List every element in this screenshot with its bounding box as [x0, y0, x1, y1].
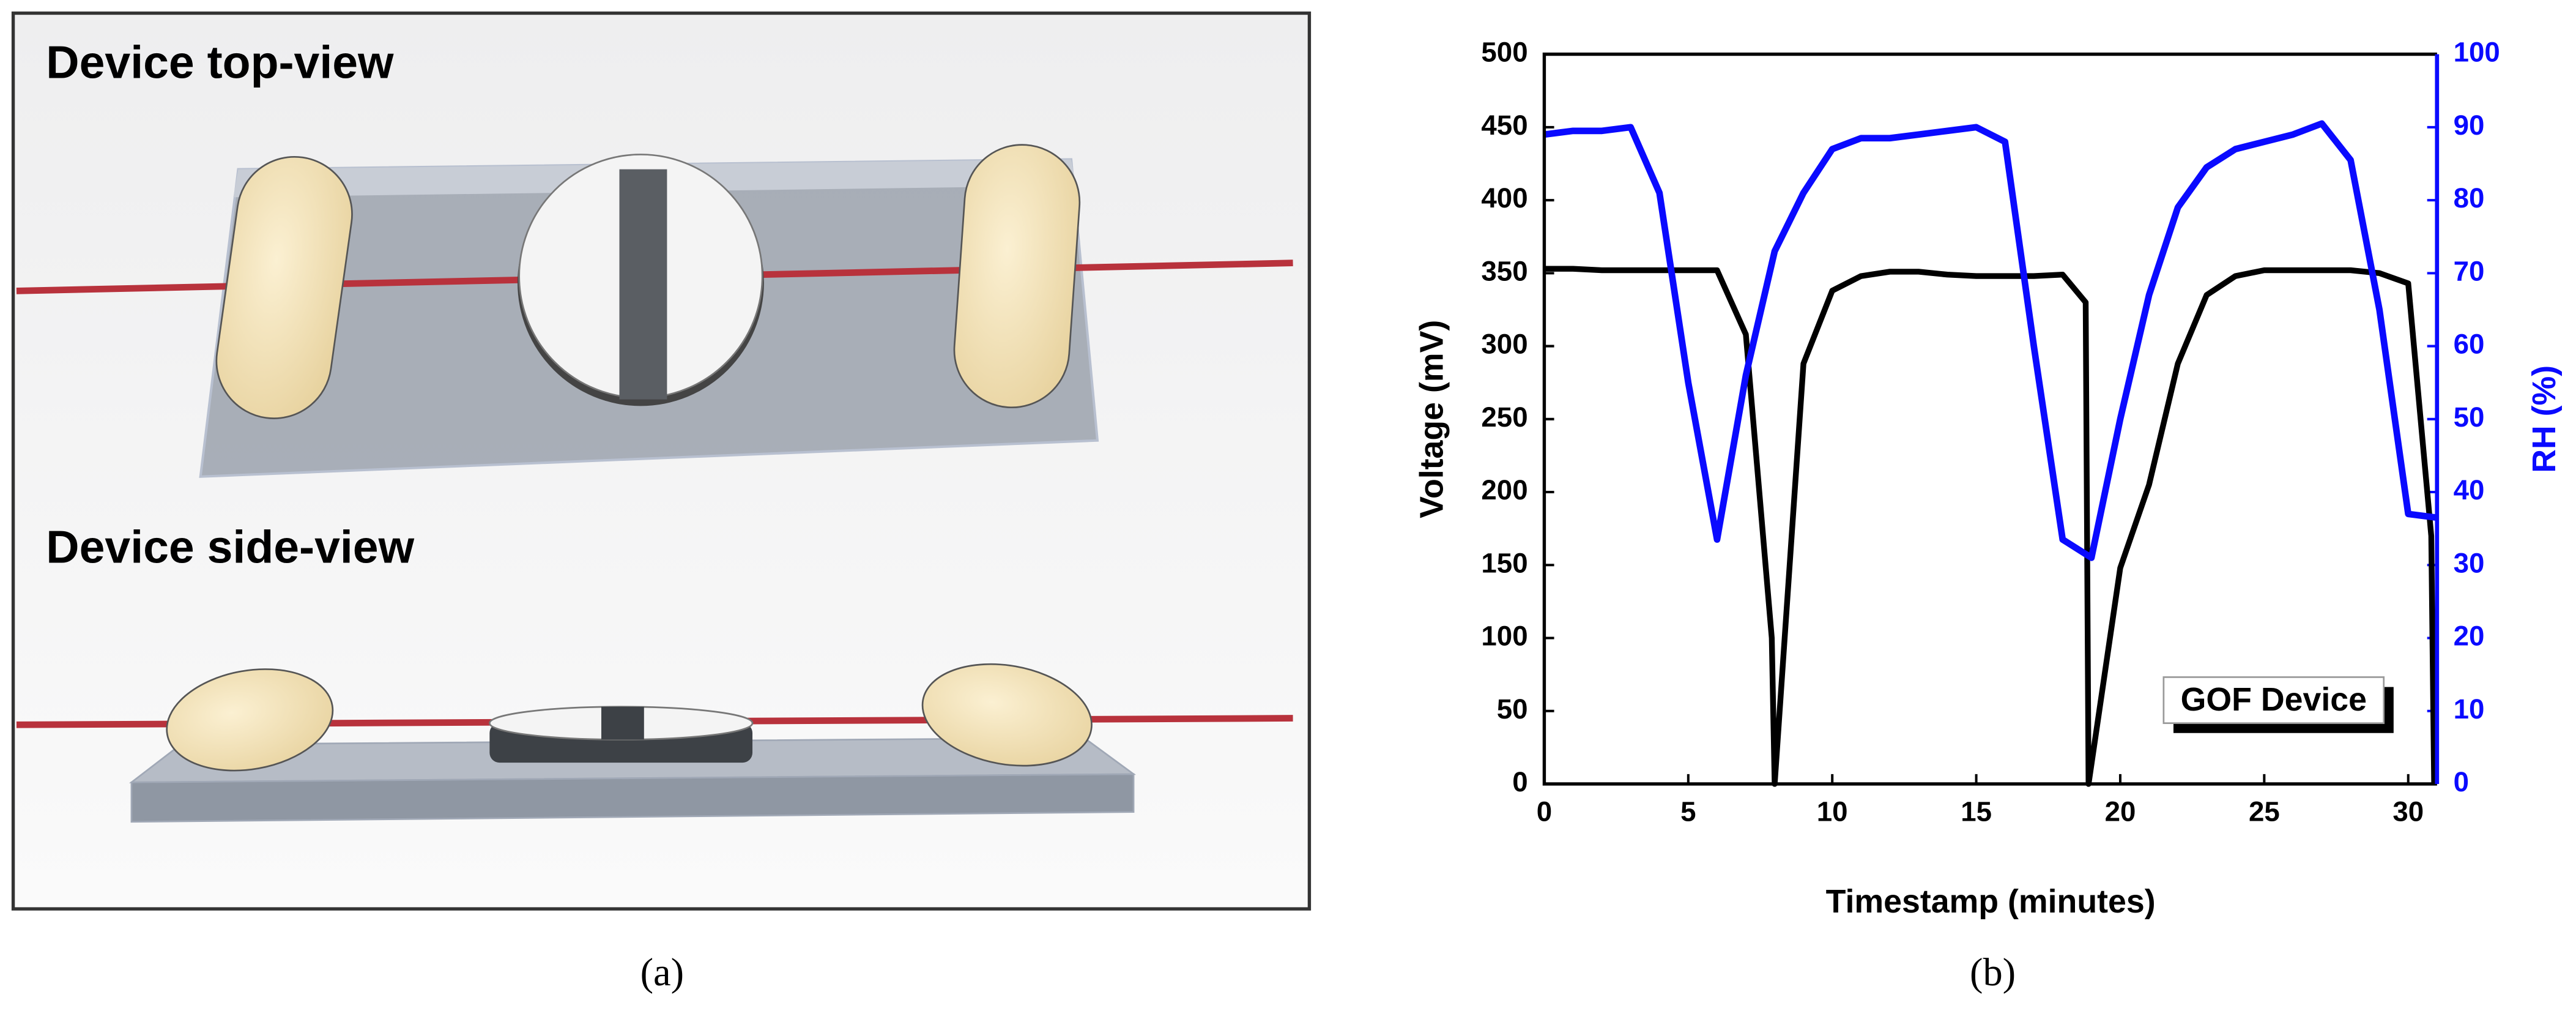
y2-tick-label: 20 [2454, 621, 2485, 652]
x-tick-label: 15 [1961, 796, 1992, 827]
y2-tick-label: 60 [2454, 329, 2485, 360]
y2-tick-label: 70 [2454, 255, 2485, 286]
y-tick-label: 250 [1481, 401, 1527, 433]
y2-tick-label: 10 [2454, 693, 2485, 725]
plate [130, 773, 1135, 823]
panel-a: Device top-view Device side-view (a) [11, 11, 1312, 994]
y-tick-label: 100 [1481, 621, 1527, 652]
y-tick-label: 0 [1512, 766, 1527, 797]
series-line [1544, 266, 2437, 787]
side-view-title: Device side-view [46, 521, 414, 572]
y2-axis-label: RH (%) [2526, 365, 2563, 473]
y-tick-label: 400 [1481, 182, 1527, 214]
y2-tick-label: 80 [2454, 182, 2485, 214]
slot [601, 706, 644, 740]
annotation-box [2162, 676, 2385, 724]
electrode [953, 144, 1081, 409]
electrode [166, 668, 334, 772]
y2-tick-label: 40 [2454, 474, 2485, 506]
x-tick-label: 0 [1537, 796, 1552, 827]
annotation: GOF Device [2181, 681, 2367, 718]
x-tick-label: 30 [2392, 796, 2424, 827]
y-tick-label: 450 [1481, 110, 1527, 141]
y-tick-label: 150 [1481, 547, 1527, 578]
slot [619, 169, 667, 400]
y2-tick-label: 0 [2454, 766, 2469, 797]
y-tick-label: 50 [1497, 693, 1528, 725]
chart: 0501001502002503003504004505000102030405… [1414, 37, 2563, 920]
panel-label: (b) [1970, 950, 2016, 994]
y-tick-label: 350 [1481, 255, 1527, 286]
y-tick-label: 300 [1481, 329, 1527, 360]
y-tick-label: 500 [1481, 37, 1527, 68]
y-axis-label: Voltage (mV) [1414, 320, 1450, 518]
x-axis-label: Timestamp (minutes) [1826, 883, 2156, 920]
series-line [1543, 120, 2438, 561]
y2-tick-label: 90 [2454, 110, 2485, 141]
x-tick-label: 5 [1680, 796, 1696, 827]
panel-label: (a) [640, 950, 685, 994]
y-tick-label: 200 [1481, 474, 1527, 506]
electrode [215, 155, 353, 419]
top-view-title: Device top-view [46, 36, 394, 88]
axis-frame [1542, 52, 2437, 786]
x-tick-label: 10 [1817, 796, 1848, 827]
y2-tick-label: 100 [2454, 37, 2500, 68]
electrode [921, 663, 1093, 767]
x-tick-label: 25 [2249, 796, 2280, 827]
y2-tick-label: 50 [2454, 401, 2485, 433]
x-tick-label: 20 [2105, 796, 2136, 827]
y2-tick-label: 30 [2454, 547, 2485, 578]
